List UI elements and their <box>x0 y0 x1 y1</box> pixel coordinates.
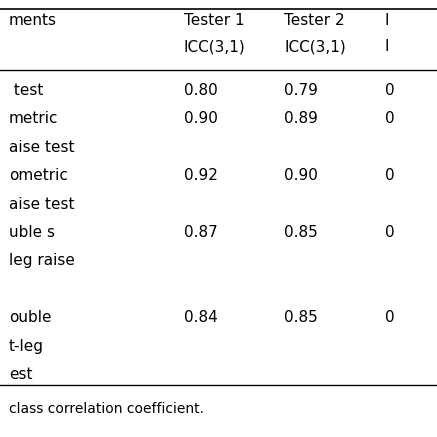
Text: leg raise: leg raise <box>9 253 75 268</box>
Text: 0: 0 <box>385 310 394 325</box>
Text: 0.92: 0.92 <box>184 168 218 183</box>
Text: ments: ments <box>9 13 57 28</box>
Text: test: test <box>9 83 43 98</box>
Text: 0.87: 0.87 <box>184 225 217 240</box>
Text: Tester 2: Tester 2 <box>284 13 345 28</box>
Text: 0: 0 <box>385 111 394 126</box>
Text: metric: metric <box>9 111 58 126</box>
Text: I: I <box>385 39 389 54</box>
Text: t-leg: t-leg <box>9 339 44 354</box>
Text: ICC(3,1): ICC(3,1) <box>184 39 245 54</box>
Text: 0: 0 <box>385 225 394 240</box>
Text: I: I <box>385 13 389 28</box>
Text: 0.89: 0.89 <box>284 111 318 126</box>
Text: ouble: ouble <box>9 310 51 325</box>
Text: 0: 0 <box>385 83 394 98</box>
Text: aise test: aise test <box>9 197 74 212</box>
Text: aise test: aise test <box>9 140 74 155</box>
Text: 0.85: 0.85 <box>284 310 318 325</box>
Text: ICC(3,1): ICC(3,1) <box>284 39 346 54</box>
Text: 0.90: 0.90 <box>284 168 318 183</box>
Text: 0: 0 <box>385 168 394 183</box>
Text: class correlation coefficient.: class correlation coefficient. <box>9 402 204 416</box>
Text: 0.84: 0.84 <box>184 310 217 325</box>
Text: 0.80: 0.80 <box>184 83 217 98</box>
Text: 0.90: 0.90 <box>184 111 218 126</box>
Text: uble s: uble s <box>9 225 55 240</box>
Text: 0.85: 0.85 <box>284 225 318 240</box>
Text: 0.79: 0.79 <box>284 83 318 98</box>
Text: est: est <box>9 367 32 382</box>
Text: ometric: ometric <box>9 168 68 183</box>
Text: Tester 1: Tester 1 <box>184 13 244 28</box>
